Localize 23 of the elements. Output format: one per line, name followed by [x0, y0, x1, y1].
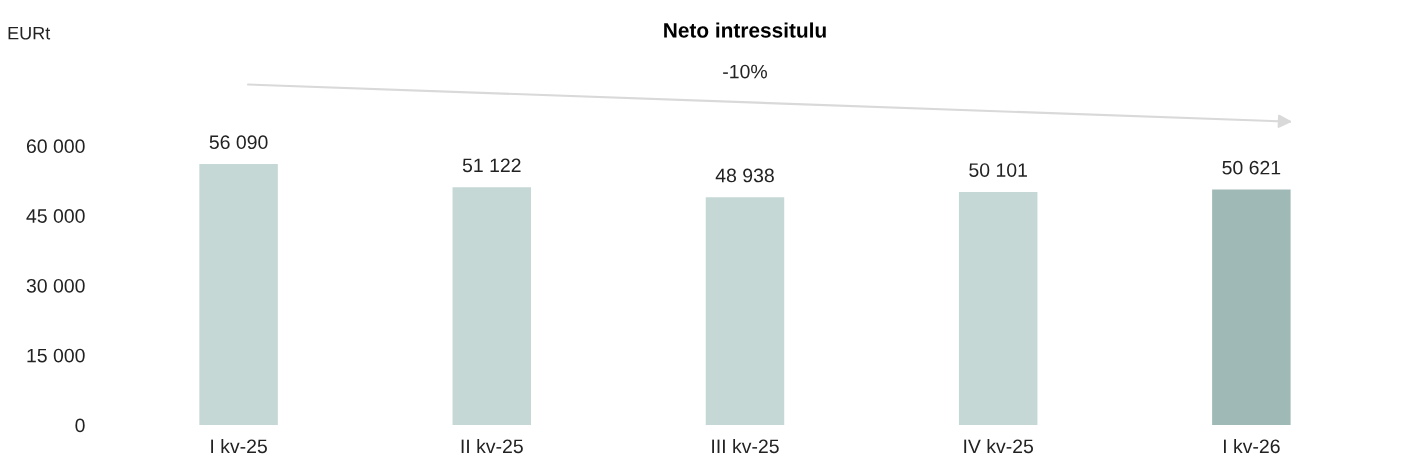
y-tick-label: 0: [75, 418, 85, 433]
x-tick-label: III kv-25: [712, 438, 779, 454]
data-label: 50 101: [969, 163, 1027, 177]
y-tick-label: 45 000: [26, 209, 85, 223]
bar: [199, 164, 278, 426]
bar: [958, 191, 1038, 426]
data-label: 56 090: [209, 135, 268, 150]
chart-title: Neto intressitulu: [664, 22, 826, 38]
text: EURt: [8, 26, 51, 40]
x-tick-label: I kv-26: [1223, 438, 1280, 454]
y-tick-label: 15 000: [27, 348, 85, 363]
x-tick-label: II kv-25: [461, 438, 523, 454]
text: -10%: [723, 64, 767, 79]
data-label: 48 938: [715, 168, 774, 183]
x-tick-label: IV kv-25: [964, 438, 1034, 454]
bar: [705, 197, 785, 426]
y-tick-label: 30 000: [26, 278, 85, 293]
bar: [452, 187, 532, 426]
data-label: 51 122: [462, 158, 521, 173]
bar: [1212, 189, 1291, 426]
y-tick-label: 60 000: [26, 139, 85, 154]
x-tick-label: I kv-25: [211, 438, 267, 454]
data-label: 50 621: [1222, 160, 1281, 175]
